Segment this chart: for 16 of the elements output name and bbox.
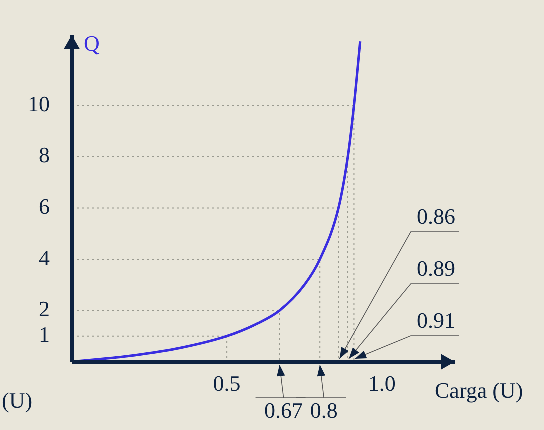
y-tick-label: 2 <box>39 296 50 322</box>
annotation: 0.86 <box>417 204 456 229</box>
annotation: 0.67 <box>264 398 304 423</box>
annotation: 0.89 <box>417 256 456 281</box>
x-tick-label: 0.5 <box>213 370 241 396</box>
y-tick-label: 1 <box>39 322 50 348</box>
y-tick-label: 6 <box>39 194 50 219</box>
y-tick-label: 8 <box>39 142 50 168</box>
y-tick-label: 4 <box>39 245 50 270</box>
x-axis-title: Carga (U) <box>435 378 524 403</box>
y-tick-label: 10 <box>28 91 50 116</box>
annotation: 0.8 <box>310 398 338 423</box>
annotation: 0.91 <box>417 308 456 333</box>
x-tick-label: 1.0 <box>368 370 396 396</box>
y-axis-title: Q <box>84 30 100 56</box>
text: (U) <box>2 388 33 413</box>
